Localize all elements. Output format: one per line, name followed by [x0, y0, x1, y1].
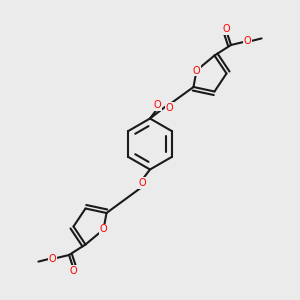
- Text: O: O: [244, 36, 251, 46]
- Text: O: O: [166, 103, 173, 113]
- Text: O: O: [154, 100, 161, 110]
- Text: O: O: [139, 178, 146, 188]
- Text: O: O: [193, 65, 200, 76]
- Text: O: O: [49, 254, 56, 264]
- Text: O: O: [70, 266, 77, 276]
- Text: O: O: [223, 24, 230, 34]
- Text: O: O: [100, 224, 107, 235]
